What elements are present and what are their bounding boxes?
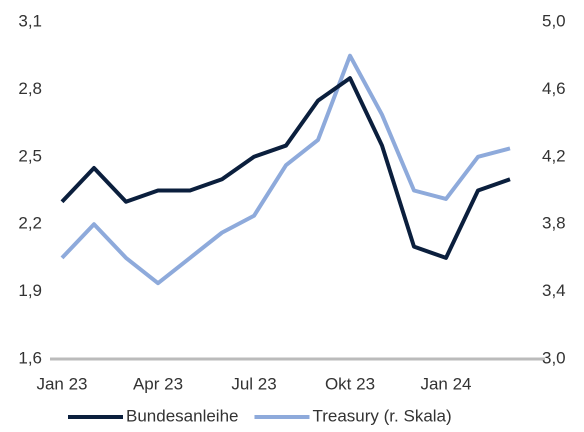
y-tick-label: 3,1 bbox=[18, 11, 42, 30]
legend-label: Bundesanleihe bbox=[126, 406, 238, 425]
y2-tick-label: 4,6 bbox=[542, 79, 566, 98]
y-tick-label: 2,8 bbox=[18, 79, 42, 98]
y-tick-label: 1,6 bbox=[18, 348, 42, 367]
y2-tick-label: 4,2 bbox=[542, 146, 566, 165]
y2-tick-label: 3,4 bbox=[542, 281, 566, 300]
y2-tick-label: 3,0 bbox=[542, 348, 566, 367]
series-line bbox=[60, 76, 511, 260]
y-tick-label: 2,2 bbox=[18, 214, 42, 233]
legend-label: Treasury (r. Skala) bbox=[312, 406, 451, 425]
y2-tick-label: 5,0 bbox=[542, 11, 566, 30]
x-tick-label: Jul 23 bbox=[231, 374, 276, 393]
y-tick-label: 2,5 bbox=[18, 146, 42, 165]
y2-tick-label: 3,8 bbox=[542, 214, 566, 233]
x-tick-label: Apr 23 bbox=[133, 374, 183, 393]
series-line bbox=[60, 53, 511, 286]
x-tick-label: Okt 23 bbox=[325, 374, 375, 393]
y-tick-label: 1,9 bbox=[18, 281, 42, 300]
x-tick-label: Jan 23 bbox=[36, 374, 87, 393]
x-tick-label: Jan 24 bbox=[420, 374, 471, 393]
